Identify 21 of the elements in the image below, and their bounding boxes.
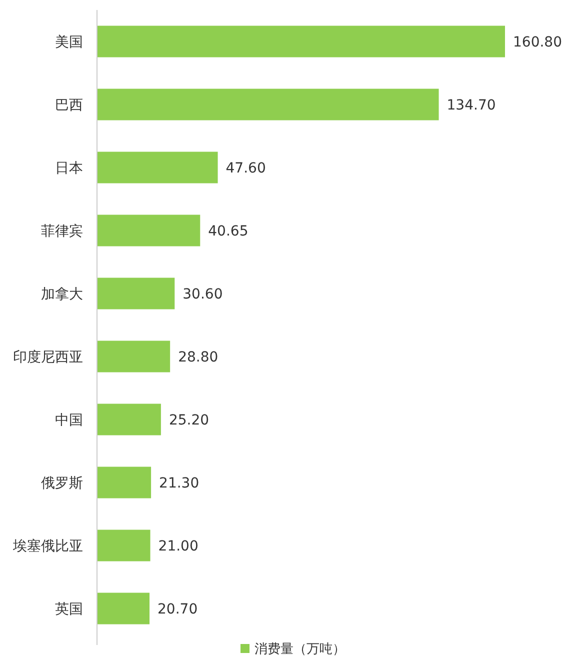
data-label: 47.60 xyxy=(226,160,266,176)
y-tick-label: 俄罗斯 xyxy=(41,476,83,492)
y-tick-label: 加拿大 xyxy=(41,286,83,302)
legend-label: 消费量（万吨） xyxy=(254,642,346,657)
data-label: 28.80 xyxy=(178,350,218,366)
y-tick-label: 日本 xyxy=(55,160,83,176)
data-label: 160.80 xyxy=(513,34,562,50)
data-label: 30.60 xyxy=(182,286,223,302)
y-tick-label: 巴西 xyxy=(55,98,83,114)
y-tick-label: 中国 xyxy=(55,412,83,428)
data-label: 21.30 xyxy=(159,476,200,492)
y-tick-label: 菲律宾 xyxy=(41,224,83,240)
data-label: 20.70 xyxy=(158,602,198,618)
data-label: 40.65 xyxy=(208,224,248,240)
y-tick-label: 埃塞俄比亚 xyxy=(12,538,83,554)
y-tick-label: 印度尼西亚 xyxy=(13,350,83,366)
data-label: 134.70 xyxy=(446,98,496,114)
y-tick-label: 英国 xyxy=(55,602,83,618)
data-label: 21.00 xyxy=(158,538,198,554)
data-label: 25.20 xyxy=(168,412,210,428)
y-tick-label: 美国 xyxy=(55,34,83,50)
